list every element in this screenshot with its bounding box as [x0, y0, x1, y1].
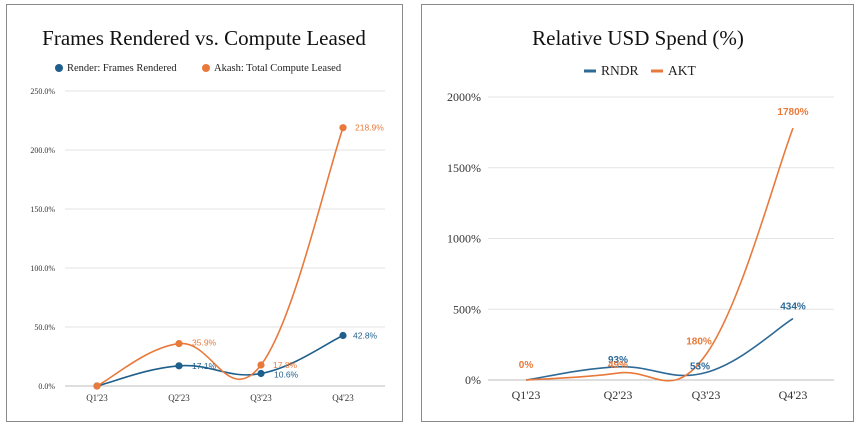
y-tick-label: 500%: [453, 302, 481, 316]
chart-panel-frames: Frames Rendered vs. Compute Leased 0.0% 50…: [6, 4, 403, 422]
series-line: [96, 127, 344, 387]
data-label: 17.1%: [192, 361, 217, 371]
data-point: [257, 361, 265, 369]
data-label: 10.6%: [274, 369, 299, 379]
x-tick-label: Q3'23: [692, 388, 721, 402]
data-label: 180%: [686, 337, 712, 348]
y-tick-label: 2000%: [447, 90, 481, 104]
y-tick-label: 250.0%: [30, 87, 55, 96]
legend-entry: Akash: Total Compute Leased: [214, 63, 342, 74]
series-line: [96, 334, 344, 387]
y-tick-label: 0%: [465, 373, 481, 387]
legend-marker: [55, 64, 63, 72]
chart-panel-usd-spend: Relative USD Spend (%) 0% 500% 1000% 1500% 20…: [421, 4, 854, 422]
x-tick-label: Q4'23: [332, 393, 354, 403]
data-label: 218.9%: [355, 123, 384, 133]
x-tick-label: Q2'23: [604, 388, 633, 402]
series-line: [525, 317, 794, 381]
data-point: [93, 382, 101, 390]
x-tick-label: Q1'23: [86, 393, 108, 403]
y-tick-label: 50.0%: [34, 323, 55, 332]
data-point: [175, 362, 183, 370]
legend-marker: [202, 64, 210, 72]
legend-entry: Render: Frames Rendered: [67, 63, 177, 74]
chart-frames-vs-compute: Frames Rendered vs. Compute Leased 0.0% 50…: [30, 26, 385, 403]
data-label: 1780%: [777, 107, 808, 118]
data-label: 0%: [519, 360, 534, 371]
x-tick-label: Q3'23: [250, 393, 272, 403]
data-label: 93%: [608, 355, 628, 366]
y-tick-label: 100.0%: [30, 264, 55, 273]
x-tick-label: Q4'23: [779, 388, 808, 402]
y-tick-label: 1500%: [447, 161, 481, 175]
data-label: 49%: [608, 360, 628, 371]
y-tick-label: 0.0%: [38, 382, 55, 391]
series-line: [525, 127, 794, 382]
data-point: [257, 369, 265, 378]
data-label: 434%: [780, 302, 806, 313]
chart-title: Relative USD Spend (%): [532, 26, 744, 50]
data-label: 53%: [690, 362, 710, 373]
data-label: 42.8%: [353, 330, 378, 340]
x-tick-label: Q2'23: [168, 393, 190, 403]
data-point: [175, 340, 183, 348]
legend-entry: AKT: [668, 63, 696, 78]
chart-relative-usd-spend: Relative USD Spend (%) 0% 500% 1000% 1500% 20…: [447, 26, 834, 402]
y-tick-label: 1000%: [447, 232, 481, 246]
y-tick-label: 150.0%: [30, 205, 55, 214]
data-label: 35.9%: [192, 338, 217, 348]
y-tick-label: 200.0%: [30, 146, 55, 155]
chart-title: Frames Rendered vs. Compute Leased: [42, 26, 366, 50]
data-point: [339, 331, 347, 340]
legend-entry: RNDR: [601, 63, 639, 78]
data-point: [339, 124, 347, 132]
data-label: 17.8%: [273, 360, 298, 370]
x-tick-label: Q1'23: [512, 388, 541, 402]
